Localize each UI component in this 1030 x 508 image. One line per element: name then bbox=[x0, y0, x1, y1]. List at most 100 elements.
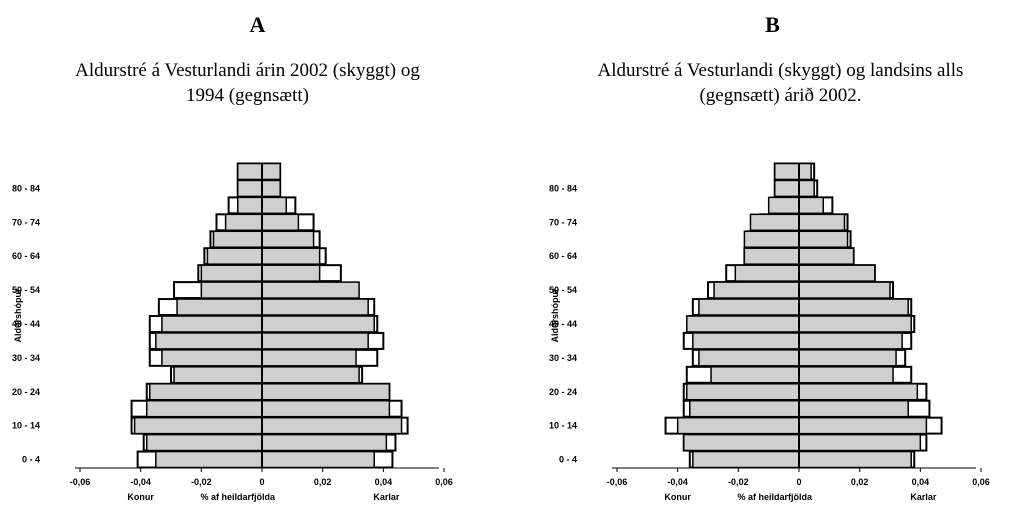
y-tick-label: 10 - 14 bbox=[12, 421, 40, 431]
bar-men-80-84 bbox=[261, 179, 281, 198]
bar-women-80-84 bbox=[236, 179, 263, 198]
bar-women-5-9 bbox=[682, 433, 800, 452]
bar-men-65-69 bbox=[798, 230, 849, 248]
y-tick-label: 80 - 84 bbox=[12, 183, 40, 193]
y-tick-label: 0 - 4 bbox=[559, 455, 577, 465]
bar-women-65-69 bbox=[743, 230, 800, 248]
bar-women-10-14 bbox=[676, 416, 800, 435]
bar-men-60-64 bbox=[798, 247, 855, 265]
bar-women-55-59 bbox=[200, 264, 263, 282]
bar-women-40-44 bbox=[161, 315, 263, 333]
bar-men-65-69 bbox=[261, 230, 315, 248]
women-label: Konur bbox=[127, 492, 154, 502]
x-tick-label: -0,06 bbox=[607, 477, 628, 487]
bar-women-80-84 bbox=[773, 179, 800, 198]
x-tick-label: -0,04 bbox=[130, 477, 151, 487]
bar-men-40-44 bbox=[798, 315, 912, 333]
bar-men-70-74 bbox=[261, 213, 300, 232]
bar-men-45-49 bbox=[798, 298, 909, 316]
bar-men-5-9 bbox=[798, 433, 922, 452]
panel-letter: B bbox=[765, 12, 780, 37]
men-label: Karlar bbox=[910, 492, 937, 502]
x-tick-label: -0,06 bbox=[70, 477, 91, 487]
y-axis-title: Aldurshópur bbox=[13, 288, 23, 342]
bar-women-45-49 bbox=[176, 298, 263, 316]
x-tick-label: -0,02 bbox=[191, 477, 212, 487]
x-tick-label: -0,04 bbox=[667, 477, 688, 487]
bar-women-20-24 bbox=[149, 383, 263, 401]
x-axis-title: % af heildarfjölda bbox=[200, 492, 276, 502]
men-label: Karlar bbox=[373, 492, 400, 502]
x-tick-label: 0,02 bbox=[851, 477, 869, 487]
y-tick-label: 70 - 74 bbox=[12, 217, 40, 227]
y-tick-label: 10 - 14 bbox=[549, 421, 577, 431]
x-tick-label: 0,02 bbox=[314, 477, 332, 487]
bar-women-85plus bbox=[236, 162, 263, 181]
y-tick-label: 60 - 64 bbox=[12, 251, 40, 261]
caption-line-2: 1994 (gegnsætt) bbox=[186, 85, 309, 106]
bar-men-75-79 bbox=[798, 196, 825, 215]
bar-men-0-4 bbox=[261, 450, 375, 469]
bar-women-35-39 bbox=[692, 332, 800, 350]
bar-women-25-29 bbox=[710, 366, 800, 384]
y-axis-title: Aldurshópur bbox=[550, 288, 560, 342]
panel-letter: A bbox=[249, 12, 266, 37]
y-tick-label: 40 - 44 bbox=[549, 319, 577, 329]
bar-women-85plus bbox=[773, 162, 800, 181]
caption-line-1: Aldurstré á Vesturlandi (skyggt) og land… bbox=[597, 60, 964, 81]
y-tick-label: 60 - 64 bbox=[549, 251, 577, 261]
x-tick-label: 0,06 bbox=[972, 477, 990, 487]
bar-women-55-59 bbox=[734, 264, 800, 282]
bar-men-20-24 bbox=[798, 383, 919, 401]
bar-men-85plus bbox=[798, 162, 812, 181]
panel-b: B Aldurstré á Vesturlandi (skyggt) og la… bbox=[515, 0, 1030, 508]
x-tick-label: 0,04 bbox=[375, 477, 393, 487]
caption-line-2: (gegnsætt) árið 2002. bbox=[699, 85, 862, 106]
bar-women-20-24 bbox=[686, 383, 800, 401]
bar-women-50-54 bbox=[713, 281, 800, 299]
bar-men-40-44 bbox=[261, 315, 375, 333]
y-tick-label: 50 - 54 bbox=[549, 285, 577, 295]
bar-men-15-19 bbox=[261, 399, 391, 418]
x-tick-label: 0,06 bbox=[435, 477, 453, 487]
bar-men-85plus bbox=[261, 162, 281, 181]
bar-women-0-4 bbox=[155, 450, 263, 469]
bar-men-20-24 bbox=[261, 383, 391, 401]
series-shaded bbox=[676, 162, 928, 469]
bar-men-35-39 bbox=[261, 332, 369, 350]
bar-men-10-14 bbox=[798, 416, 928, 435]
y-tick-label: 20 - 24 bbox=[549, 387, 577, 397]
bar-men-80-84 bbox=[798, 179, 815, 198]
bar-men-0-4 bbox=[798, 450, 912, 469]
x-tick-label: -0,02 bbox=[728, 477, 749, 487]
women-label: Konur bbox=[664, 492, 691, 502]
y-tick-label: 30 - 34 bbox=[12, 353, 40, 363]
series-shaded bbox=[133, 162, 403, 469]
bar-men-30-34 bbox=[798, 349, 897, 367]
y-tick-label: 20 - 24 bbox=[12, 387, 40, 397]
y-tick-label: 0 - 4 bbox=[22, 455, 40, 465]
bar-men-35-39 bbox=[798, 332, 903, 350]
panel-a: A Aldurstré á Vesturlandi árin 2002 (sky… bbox=[12, 12, 453, 502]
bar-men-75-79 bbox=[261, 196, 288, 215]
bar-women-30-34 bbox=[698, 349, 800, 367]
bar-men-25-29 bbox=[798, 366, 894, 384]
x-axis-title: % af heildarfjölda bbox=[737, 492, 813, 502]
y-tick-label: 40 - 44 bbox=[12, 319, 40, 329]
bar-men-25-29 bbox=[261, 366, 360, 384]
bar-men-45-49 bbox=[261, 298, 369, 316]
y-tick-label: 70 - 74 bbox=[549, 217, 577, 227]
bar-women-15-19 bbox=[689, 399, 800, 418]
bar-men-50-54 bbox=[798, 281, 891, 299]
bar-men-15-19 bbox=[798, 399, 909, 418]
bar-women-70-74 bbox=[749, 213, 800, 232]
bar-women-75-79 bbox=[236, 196, 263, 215]
bar-men-60-64 bbox=[261, 247, 321, 265]
bar-men-70-74 bbox=[798, 213, 846, 232]
bar-women-75-79 bbox=[767, 196, 800, 215]
y-tick-label: 50 - 54 bbox=[12, 285, 40, 295]
population-pyramid-chart-a: -0,06 -0,04 -0,02 0 0,02 0,04 0,06 0 - 4 10 - 14… bbox=[12, 162, 453, 502]
x-tick-label: 0,04 bbox=[912, 477, 930, 487]
bar-men-10-14 bbox=[261, 416, 403, 435]
bar-women-0-4 bbox=[692, 450, 800, 469]
